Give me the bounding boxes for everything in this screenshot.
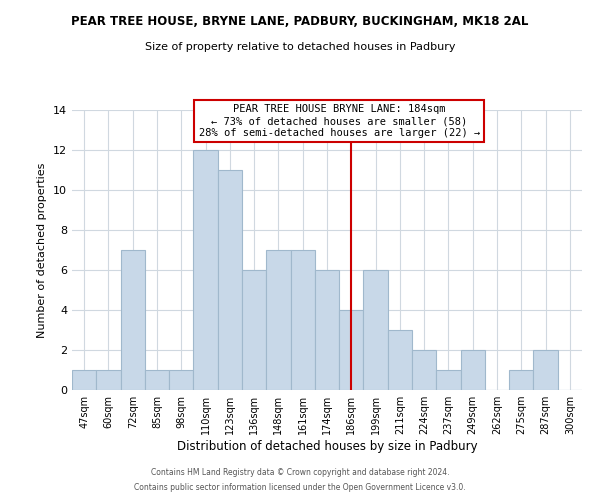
Bar	[169, 370, 193, 390]
Text: PEAR TREE HOUSE, BRYNE LANE, PADBURY, BUCKINGHAM, MK18 2AL: PEAR TREE HOUSE, BRYNE LANE, PADBURY, BU…	[71, 15, 529, 28]
Bar	[145, 370, 169, 390]
Y-axis label: Number of detached properties: Number of detached properties	[37, 162, 47, 338]
X-axis label: Distribution of detached houses by size in Padbury: Distribution of detached houses by size …	[176, 440, 478, 453]
Bar	[290, 250, 315, 390]
Text: Contains public sector information licensed under the Open Government Licence v3: Contains public sector information licen…	[134, 483, 466, 492]
Bar	[218, 170, 242, 390]
Bar	[509, 370, 533, 390]
Text: Size of property relative to detached houses in Padbury: Size of property relative to detached ho…	[145, 42, 455, 52]
Bar	[436, 370, 461, 390]
Bar	[266, 250, 290, 390]
Bar	[96, 370, 121, 390]
Bar	[339, 310, 364, 390]
Bar	[72, 370, 96, 390]
Bar	[461, 350, 485, 390]
Bar	[412, 350, 436, 390]
Bar	[315, 270, 339, 390]
Bar	[388, 330, 412, 390]
Text: PEAR TREE HOUSE BRYNE LANE: 184sqm
← 73% of detached houses are smaller (58)
28%: PEAR TREE HOUSE BRYNE LANE: 184sqm ← 73%…	[199, 104, 480, 138]
Bar	[533, 350, 558, 390]
Bar	[121, 250, 145, 390]
Bar	[242, 270, 266, 390]
Text: Contains HM Land Registry data © Crown copyright and database right 2024.: Contains HM Land Registry data © Crown c…	[151, 468, 449, 477]
Bar	[364, 270, 388, 390]
Bar	[193, 150, 218, 390]
